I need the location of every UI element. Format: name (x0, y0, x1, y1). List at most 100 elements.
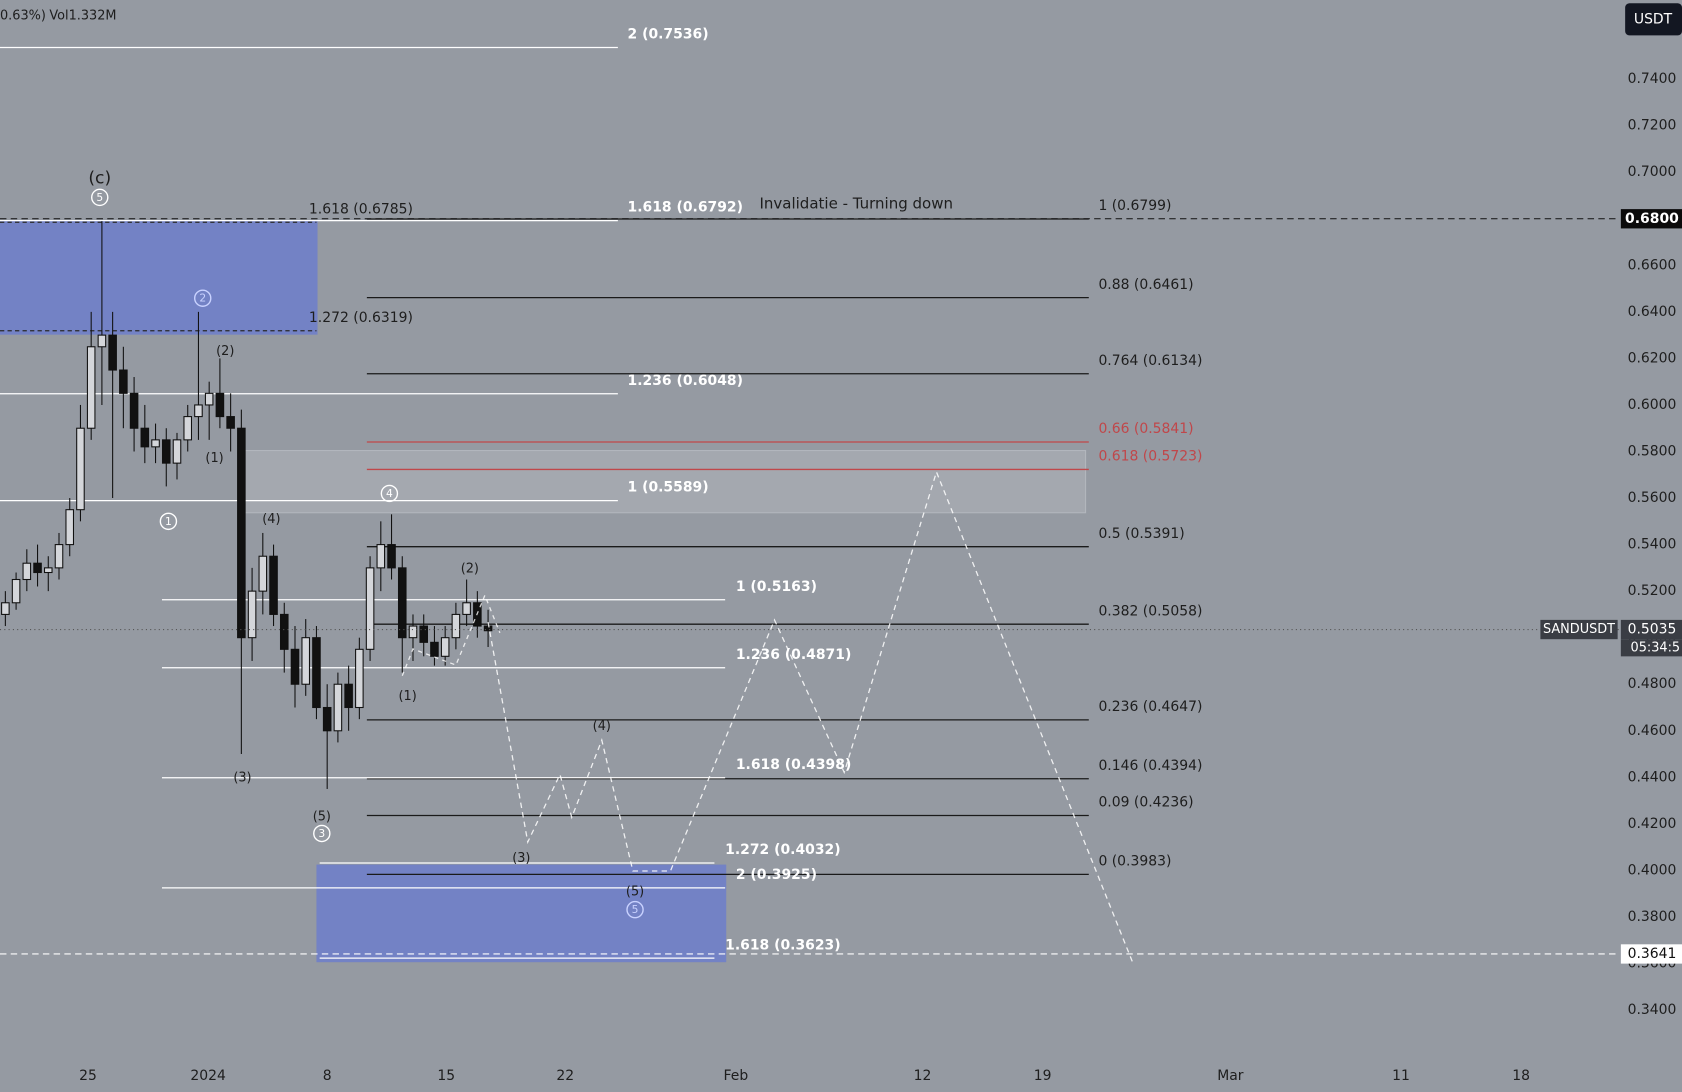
projection-path-small (401, 593, 501, 677)
wave-circle (159, 512, 178, 531)
supply-zone (0, 220, 318, 335)
candle-body (22, 562, 32, 581)
fib-label: 2 (0.7536) (628, 27, 709, 43)
y-tick-label: 0.7400 (1628, 71, 1677, 87)
wave-circle (91, 188, 109, 207)
symbol-label: SANDUSDT (1543, 622, 1615, 637)
wave-label: (c) (88, 169, 111, 189)
x-tick-label: 8 (323, 1068, 332, 1084)
candle-body (408, 625, 418, 639)
candle-body (440, 637, 450, 657)
fib-label: 1 (0.5589) (628, 480, 709, 496)
wave-labels: (c) 5 2 (2) (1) 1 (4) 4 (2) (1) (3) (5) 3 (4) (3) (5) 5 (88, 169, 644, 919)
candle-body (54, 544, 64, 569)
annotation: Invalidatie - Turning down (759, 194, 953, 212)
wave-label: (1) (399, 689, 417, 704)
x-tick-label: Feb (724, 1068, 749, 1084)
candle-body (387, 544, 396, 569)
wave-label: (1) (205, 451, 223, 466)
y-tick-label: 0.5800 (1628, 443, 1677, 459)
candle-body (397, 567, 407, 639)
x-tick-label: 22 (556, 1068, 574, 1084)
wave-label: (2) (216, 344, 234, 359)
fib-label: 1.618 (0.6792) (628, 200, 743, 216)
fib-label: 0.146 (0.4394) (1098, 758, 1202, 774)
y-tick-label: 0.5400 (1628, 537, 1677, 553)
x-tick-label: 11 (1392, 1068, 1410, 1084)
currency-button[interactable] (1625, 3, 1682, 36)
candle-body (355, 648, 364, 709)
candle-body (419, 625, 429, 643)
candle-body (129, 392, 139, 429)
resistance-zone (244, 449, 1087, 514)
wave-circle (626, 900, 644, 919)
wave-label: 2 (199, 292, 206, 305)
wave-label: (3) (512, 851, 530, 866)
candle-body (430, 641, 439, 657)
y-tick-label: 0.6600 (1628, 257, 1677, 273)
fib-label: 1.618 (0.3623) (725, 937, 840, 953)
y-tick-label: 0.6400 (1628, 304, 1677, 320)
candle-body (483, 625, 493, 632)
y-tick-label: 0.7200 (1628, 118, 1677, 134)
candle-body (226, 416, 235, 429)
wave-circle (313, 824, 331, 843)
candle-body (119, 369, 128, 394)
fib-label: 1.272 (0.4032) (725, 842, 840, 858)
y-tick-label: 0.3800 (1628, 909, 1677, 925)
fib-label: 2 (0.3925) (736, 867, 817, 883)
candle-body (451, 613, 461, 639)
fib-label: 0.09 (0.4236) (1098, 795, 1193, 811)
x-tick-label: Mar (1217, 1068, 1244, 1084)
fib-label: 0.88 (0.6461) (1098, 277, 1193, 293)
fib-label: 0.764 (0.6134) (1098, 353, 1202, 369)
symbol-box (1540, 619, 1618, 640)
candle-body (76, 427, 85, 511)
candle-body (172, 439, 182, 464)
price-marker-box (1620, 209, 1682, 229)
candle-body (33, 562, 42, 574)
x-tick-label: 2024 (190, 1068, 226, 1084)
y-tick-label: 0.4200 (1628, 816, 1677, 832)
candle-body (376, 544, 386, 569)
wave-label: 5 (632, 903, 639, 916)
zones (0, 220, 1087, 963)
candle-body (161, 439, 171, 464)
y-tick-label: 0.7000 (1628, 164, 1677, 180)
y-tick-label: 0.6200 (1628, 350, 1677, 366)
wave-label: 5 (96, 191, 103, 204)
candles (1, 221, 493, 789)
candle-body (312, 637, 321, 709)
countdown-box (1620, 639, 1682, 657)
price-marker-label: 0.5035 (1628, 622, 1677, 638)
candle-body (86, 346, 96, 429)
fib-label: 1.618 (0.4398) (736, 757, 851, 773)
y-tick-label: 0.4600 (1628, 723, 1677, 739)
candle-body (183, 416, 193, 441)
currency-label[interactable]: USDT (1634, 11, 1673, 27)
candle-body (247, 590, 257, 639)
wave-circle (380, 484, 399, 503)
wave-label: (5) (626, 884, 644, 899)
candle-body (333, 683, 343, 732)
candle-body (279, 613, 289, 650)
fib-label: 1 (0.6799) (1098, 198, 1171, 214)
wave-label: (3) (233, 771, 251, 786)
fib-label: 1 (0.5163) (736, 579, 817, 595)
wave-label: (2) (461, 562, 479, 577)
candle-body (290, 648, 300, 685)
change-text: 0.63%) (0, 9, 46, 24)
x-tick-label: 15 (437, 1068, 455, 1084)
candle-body (140, 427, 150, 448)
price-axis: 0.34000.36000.38000.40000.42000.44000.46… (0, 71, 1682, 1018)
fib-layer: 2 (0.7536) 1.618 (0.6792) 1.236 (0.6048) 1 … (0, 27, 1202, 959)
fib-label: 1.272 (0.6319) (309, 310, 413, 326)
x-tick-label: 12 (914, 1068, 932, 1084)
x-tick-label: 19 (1034, 1068, 1052, 1084)
wave-label: 4 (386, 487, 393, 500)
candle-body (204, 392, 214, 406)
wave-label: (5) (313, 809, 331, 824)
